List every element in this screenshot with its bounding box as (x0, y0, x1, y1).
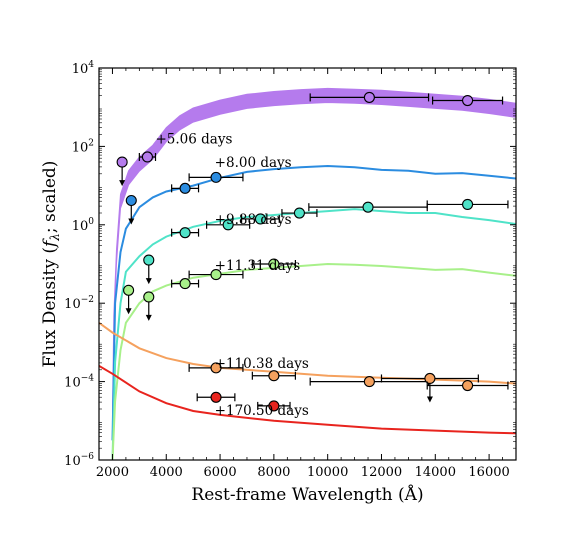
data-point (424, 372, 436, 385)
data-point (179, 278, 191, 290)
axes: 2000 4000 6000 8000 10000 12000 14000 16000 10−6… (64, 60, 517, 480)
data-point (125, 194, 137, 207)
data-point (210, 171, 222, 183)
upper-limit-arrowhead (128, 218, 135, 225)
x-tick-label: 10000 (307, 465, 348, 480)
upper-limit-arrowhead (145, 278, 152, 285)
upper-limit-arrowhead (145, 314, 152, 321)
model-curve (111, 164, 516, 441)
data-point (143, 291, 155, 303)
model-curve (99, 321, 516, 385)
data-point (210, 269, 222, 281)
data-point (143, 254, 155, 266)
data-point (179, 182, 191, 194)
x-axis-title: Rest-frame Wavelength (Å) (191, 484, 423, 505)
data-point (179, 227, 191, 239)
y-tick-label: 10−4 (64, 374, 94, 391)
data-point (123, 284, 135, 296)
y-tick-label: 104 (72, 60, 95, 77)
epoch-label: +110.38 days (215, 356, 309, 372)
epoch-label: +9.88 days (215, 212, 292, 228)
data-point (210, 362, 222, 374)
model-curve (111, 262, 516, 460)
upper-limit-arrowhead (426, 396, 433, 403)
x-tick-label: 16000 (468, 465, 509, 480)
plot-frame (98, 67, 517, 461)
upper-limit-arrowhead (125, 308, 132, 315)
x-tick-label: 4000 (150, 465, 183, 480)
data-point (254, 213, 266, 225)
x-tick-label: 2000 (96, 465, 129, 480)
y-tick-label: 102 (72, 138, 94, 155)
x-tick-label: 6000 (204, 465, 237, 480)
epoch-label: +8.00 days (215, 155, 292, 171)
model-band (112, 87, 516, 428)
x-tick-label: 8000 (257, 465, 290, 480)
photometry-points (116, 91, 509, 412)
x-tick-label: 12000 (361, 465, 402, 480)
epoch-label: +170.50 days (215, 403, 309, 419)
data-point (268, 370, 280, 382)
data-point (363, 376, 375, 388)
x-tick-label: 14000 (415, 465, 456, 480)
data-point (462, 94, 474, 107)
data-point (268, 400, 280, 412)
data-point (268, 258, 280, 270)
data-point (141, 151, 153, 163)
model-curve (99, 365, 516, 435)
data-point (116, 156, 128, 168)
data-point (462, 198, 474, 210)
y-tick-label: 10−6 (64, 452, 94, 469)
data-point (293, 207, 305, 219)
data-point (210, 391, 222, 403)
epoch-labels: +5.06 days +8.00 days +9.88 days +11.31 day… (155, 131, 308, 419)
data-point (362, 201, 374, 213)
y-tick-label: 10−2 (64, 295, 94, 312)
upper-limit-arrowhead (119, 180, 126, 187)
epoch-label: +11.31 days (215, 258, 301, 274)
data-point (222, 219, 234, 231)
data-point (462, 379, 474, 392)
y-axis-title: Flux Density (fλ; scaled) (40, 161, 62, 368)
y-tick-label: 100 (72, 217, 95, 234)
epoch-label: +5.06 days (155, 131, 232, 147)
data-point (363, 91, 375, 103)
